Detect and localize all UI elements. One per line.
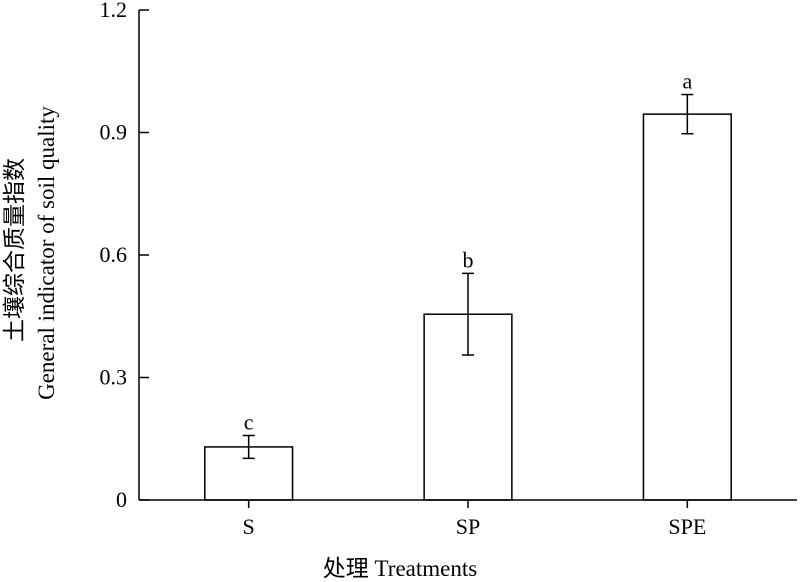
significance-label: b: [463, 247, 474, 272]
y-axis-title-cn: 土壤综合质量指数: [2, 158, 27, 342]
x-tick-label: SP: [456, 514, 480, 539]
bar-spe: [642, 113, 732, 501]
y-tick-label: 1.2: [100, 0, 128, 22]
y-tick-label: 0.9: [100, 120, 128, 145]
x-tick-label: S: [243, 514, 255, 539]
y-axis-title-en: General indicator of soil quality: [34, 106, 59, 400]
x-axis-title: 处理 Treatments: [323, 556, 477, 581]
y-tick-label: 0: [116, 487, 127, 512]
y-tick-label: 0.3: [100, 365, 128, 390]
y-axis-ticks: 0 0.3 0.6 0.9 1.2: [100, 0, 689, 512]
significance-label: a: [682, 69, 692, 94]
x-tick-label: SPE: [668, 514, 706, 539]
error-bars: [242, 93, 694, 460]
y-tick-label: 0.6: [100, 242, 128, 267]
labels: Sc SP b SPE a: [243, 69, 707, 539]
significance-label: c: [244, 409, 254, 434]
